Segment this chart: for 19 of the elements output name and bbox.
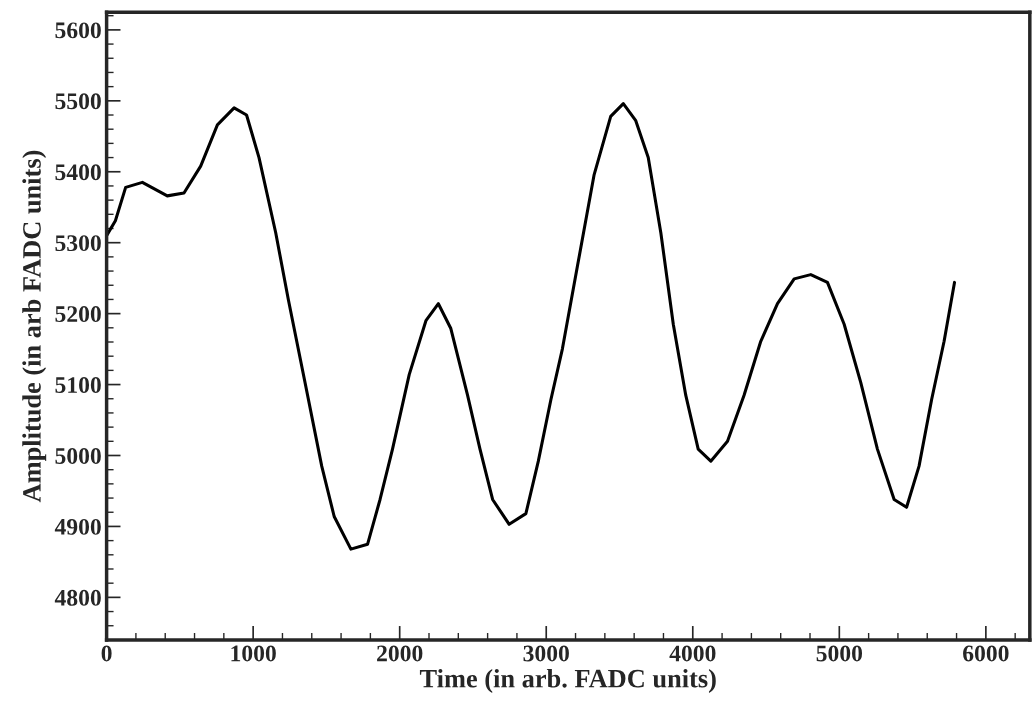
y-tick-label: 5300 xyxy=(55,235,101,252)
x-tick-label: 6000 xyxy=(963,645,1009,662)
y-axis-title: Amplitude (in arb FADC units) xyxy=(22,150,47,503)
x-tick-label: 2000 xyxy=(377,645,423,662)
y-tick-label: 5000 xyxy=(55,447,101,464)
x-tick-label: 0 xyxy=(101,645,112,662)
y-tick-label: 4800 xyxy=(54,589,101,606)
x-tick-label: 3000 xyxy=(523,645,569,662)
y-tick-label: 5600 xyxy=(55,22,101,39)
y-tick-label: 5400 xyxy=(55,164,101,181)
x-tick-label: 5000 xyxy=(816,645,863,662)
x-axis-title: Time (in arb. FADC units) xyxy=(419,668,716,693)
y-tick-label: 4900 xyxy=(54,518,101,535)
x-tick-label: 4000 xyxy=(669,645,716,662)
y-tick-label: 5100 xyxy=(55,377,101,393)
line-series xyxy=(106,102,957,551)
y-tick-label: 5500 xyxy=(55,93,101,110)
x-tick-label: 1000 xyxy=(231,645,276,662)
y-tick-label: 5200 xyxy=(55,306,101,323)
